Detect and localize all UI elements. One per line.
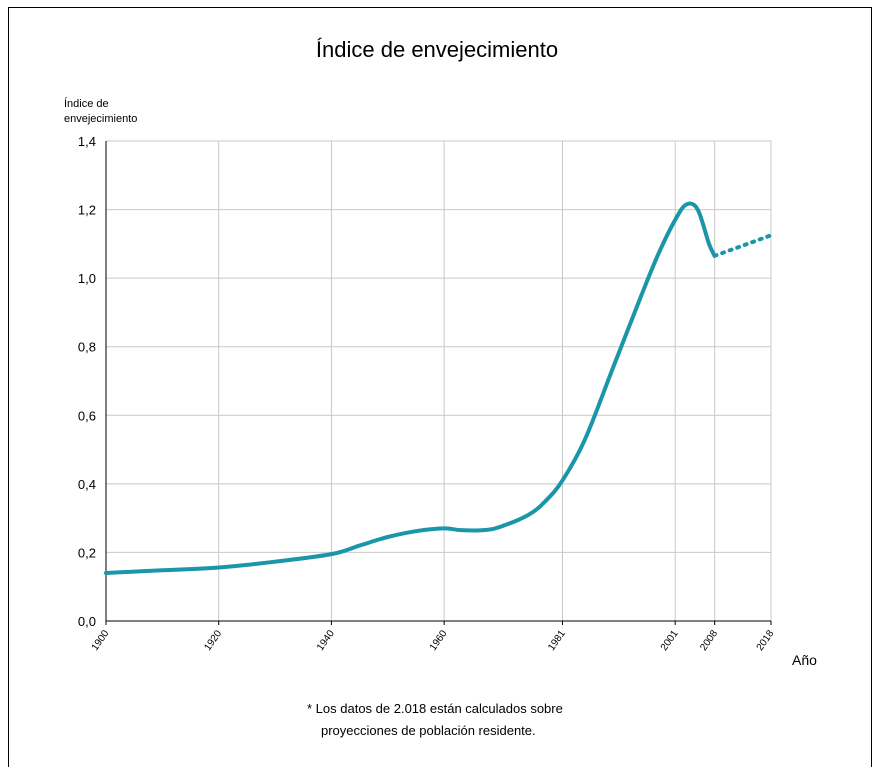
series-line-projection — [712, 233, 773, 258]
x-tick-label-3: 1960 — [428, 628, 450, 653]
footnote: * Los datos de 2.018 están calculados so… — [307, 698, 563, 742]
x-tick-label-2: 1940 — [315, 628, 337, 653]
figure-frame — [8, 7, 872, 767]
y-tick-label-0: 0,0 — [78, 614, 96, 629]
x-axis-label: Año — [792, 652, 817, 668]
footnote-line-1: * Los datos de 2.018 están calculados so… — [307, 701, 563, 716]
y-axis-label-line-2: envejecimiento — [64, 113, 138, 125]
y-tick-label-5: 1,0 — [78, 271, 96, 286]
series-line-historical — [104, 201, 717, 575]
x-tick-label-5: 2001 — [659, 628, 681, 653]
chart-title: Índice de envejecimiento — [315, 37, 559, 62]
y-axis-label: Índice de envejecimiento — [64, 97, 137, 127]
y-tick-label-3: 0,6 — [78, 408, 96, 423]
y-tick-label-2: 0,4 — [78, 477, 96, 492]
y-tick-label-4: 0,8 — [78, 340, 96, 355]
y-axis-label-line-1: Índice de — [64, 98, 109, 110]
x-tick-label-1: 1920 — [202, 628, 224, 653]
x-tick-label-6: 2008 — [698, 628, 720, 653]
y-tick-label-7: 1,4 — [78, 134, 96, 149]
y-tick-label-6: 1,2 — [78, 203, 96, 218]
x-tick-label-7: 2018 — [755, 628, 777, 653]
x-tick-label-4: 1981 — [546, 628, 568, 653]
y-tick-label-1: 0,2 — [78, 545, 96, 560]
footnote-line-2: proyecciones de población residente. — [321, 723, 536, 738]
x-tick-label-0: 1900 — [90, 628, 112, 653]
